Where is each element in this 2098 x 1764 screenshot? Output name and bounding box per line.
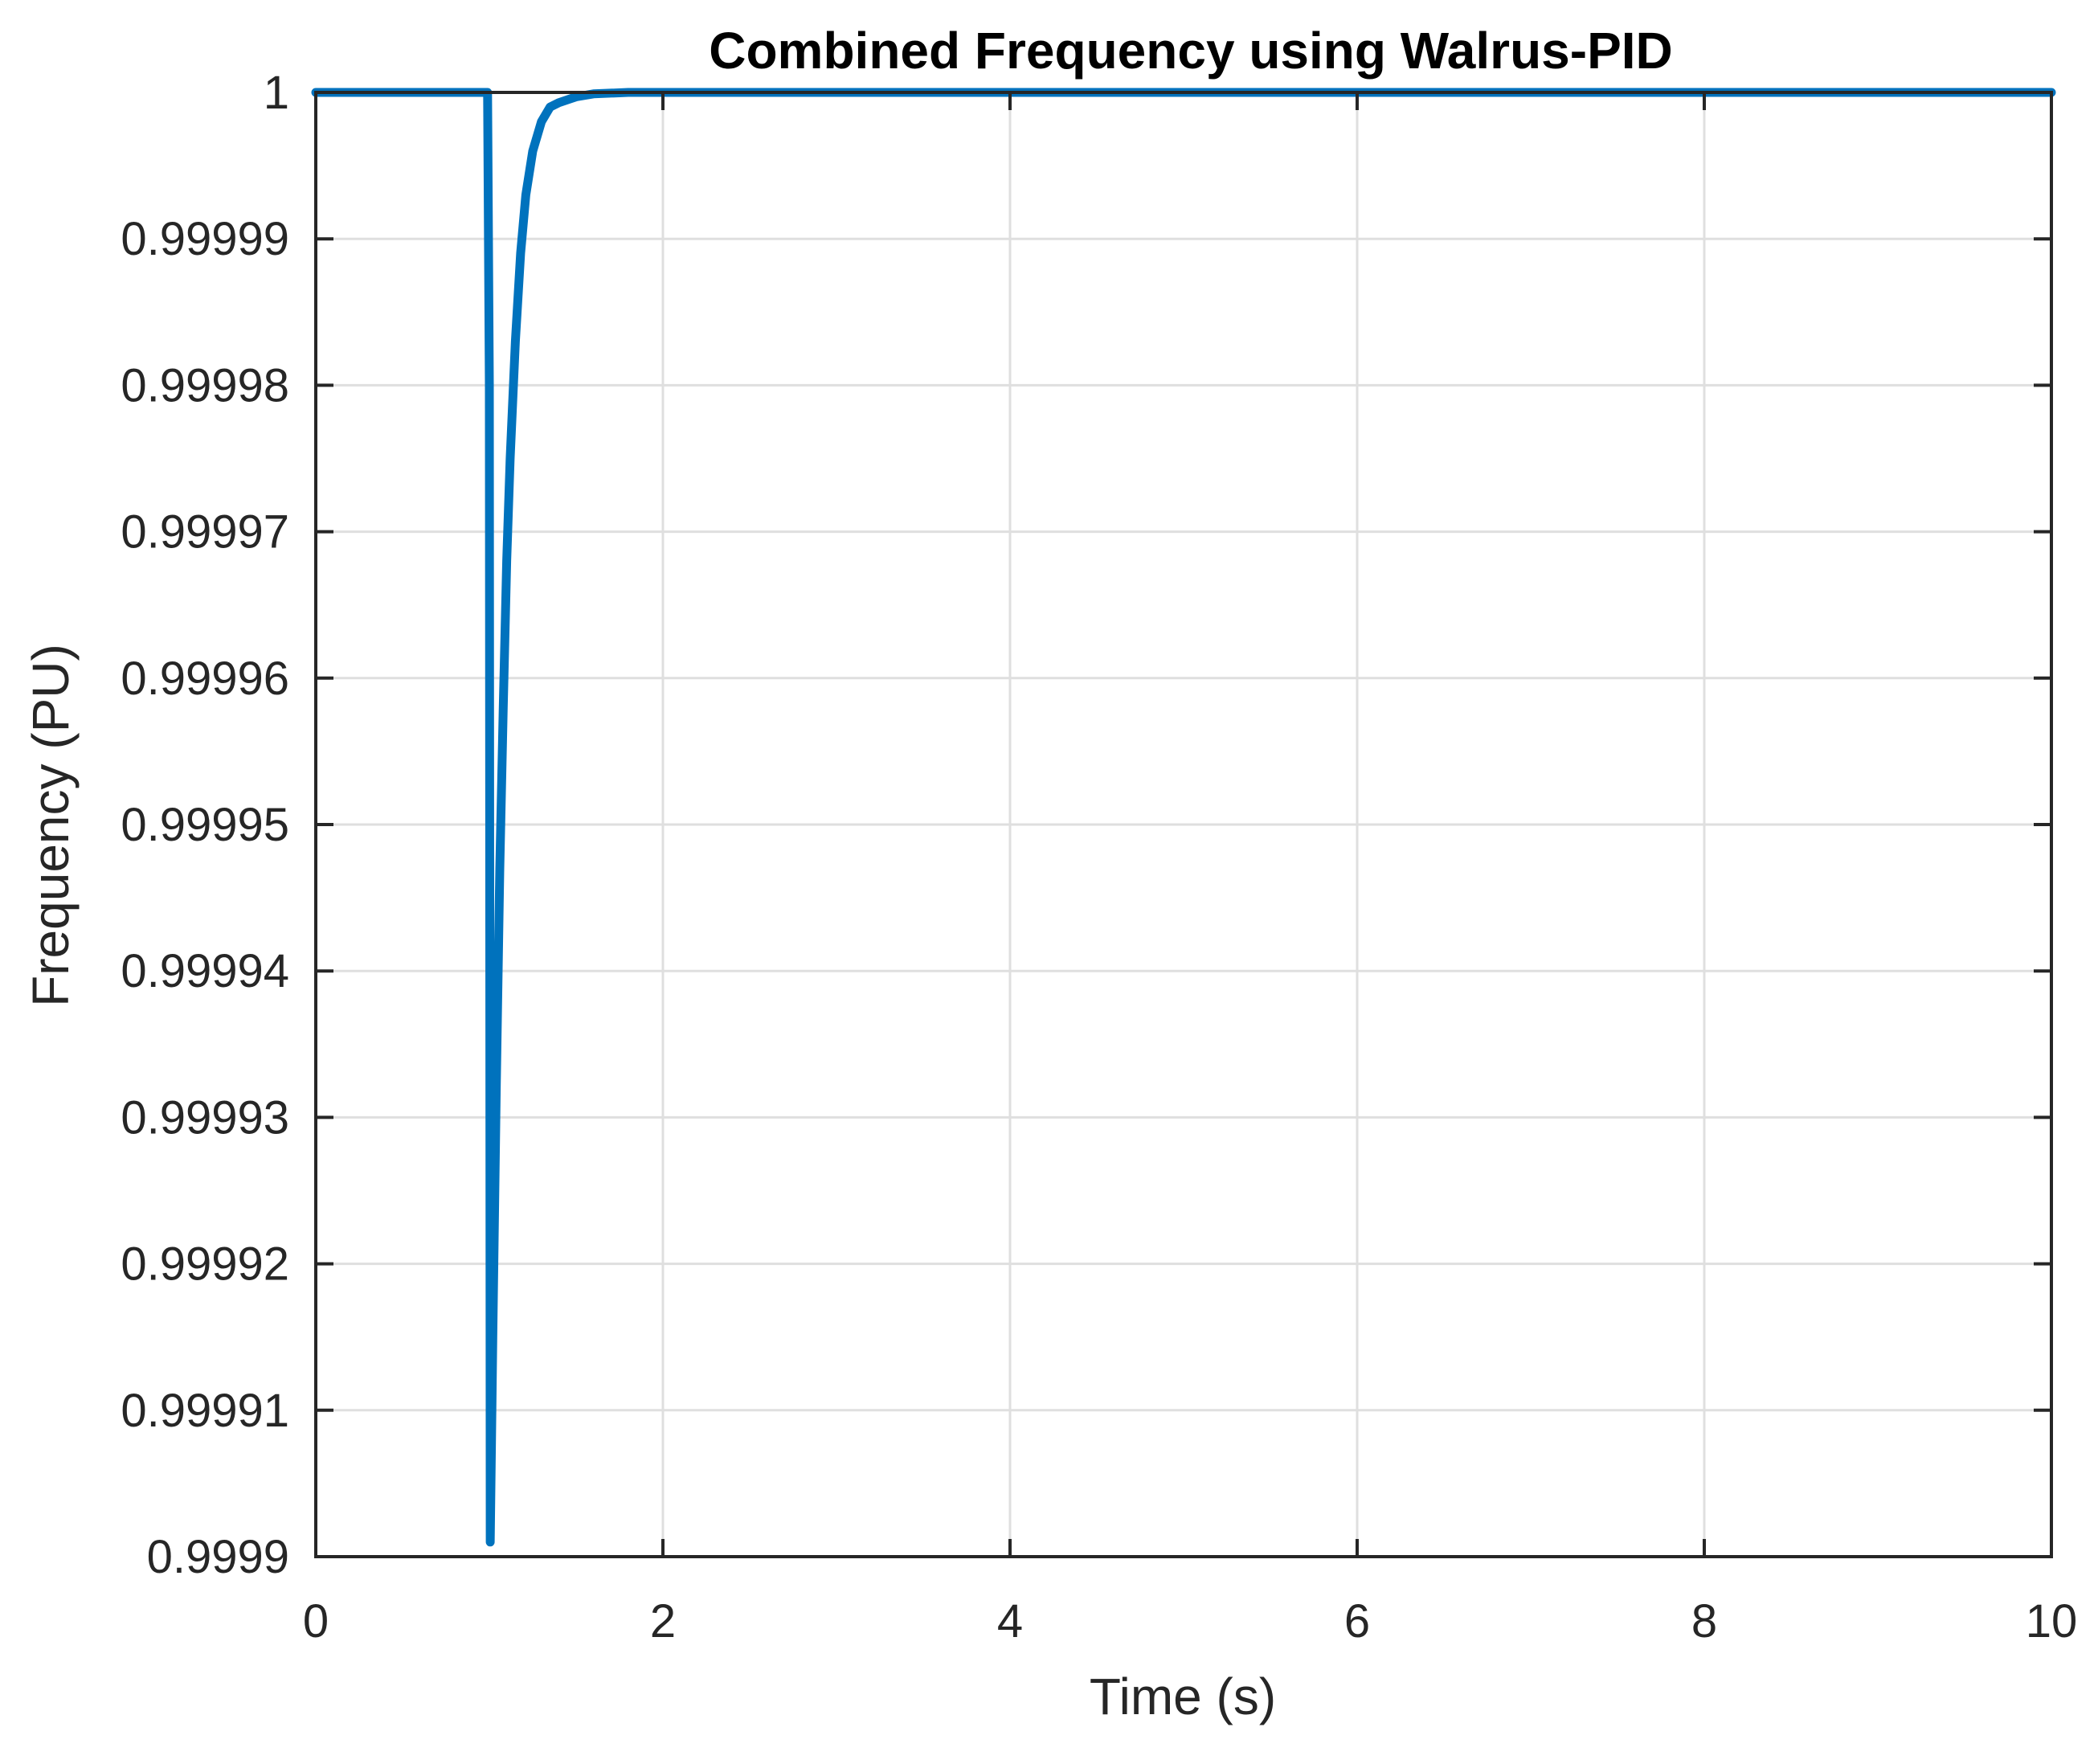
y-tick-label: 0.99991 [121, 1385, 289, 1437]
y-tick-label: 1 [264, 67, 289, 119]
y-tick-label: 0.99993 [121, 1091, 289, 1144]
y-tick-label: 0.99996 [121, 653, 289, 705]
x-tick-label: 2 [650, 1595, 676, 1647]
y-tick-label: 0.99997 [121, 506, 289, 559]
x-tick-label: 4 [997, 1595, 1023, 1647]
chart-title: Combined Frequency using Walrus-PID [709, 22, 1673, 80]
y-axis-label: Frequency (PU) [22, 644, 80, 1007]
x-tick-label: 8 [1691, 1595, 1717, 1647]
y-tick-label: 0.99998 [121, 359, 289, 411]
x-tick-label: 0 [303, 1595, 329, 1647]
y-tick-label: 0.99992 [121, 1238, 289, 1291]
y-tick-label: 0.9999 [147, 1531, 289, 1583]
x-tick-label: 10 [2026, 1595, 2078, 1647]
x-axis-label: Time (s) [1090, 1668, 1276, 1725]
y-tick-label: 0.99999 [121, 213, 289, 265]
y-tick-label: 0.99994 [121, 945, 289, 997]
y-tick-label: 0.99995 [121, 799, 289, 851]
x-tick-label: 6 [1344, 1595, 1370, 1647]
